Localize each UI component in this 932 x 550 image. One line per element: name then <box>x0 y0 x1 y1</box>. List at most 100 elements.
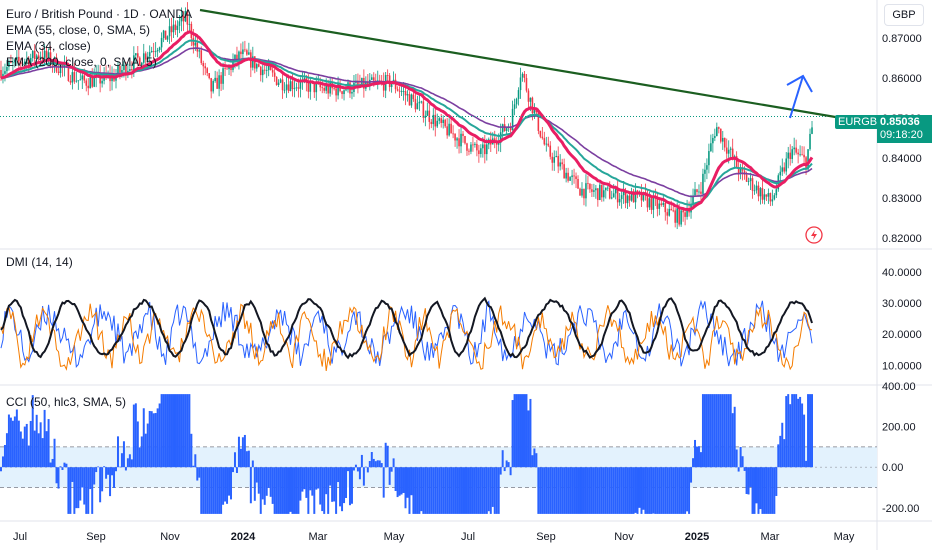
cci-bar <box>311 467 314 496</box>
cci-bar <box>493 467 496 514</box>
candle-body <box>81 75 84 80</box>
cci-bar <box>184 394 187 468</box>
ema34-legend[interactable]: EMA (34, close) <box>6 39 91 53</box>
cci-bar <box>775 467 778 496</box>
candle-body <box>172 24 175 33</box>
cci-bar <box>692 458 695 468</box>
cci-bar <box>565 467 568 514</box>
cci-bar <box>130 459 133 468</box>
cci-bar <box>622 467 625 514</box>
candle-body <box>144 53 147 60</box>
cci-bar <box>719 394 722 468</box>
cci-bar <box>49 462 52 468</box>
symbol-title[interactable]: Euro / British Pound · 1D · OANDA <box>6 7 193 21</box>
cci-bar <box>408 467 411 514</box>
time-axis-label: Mar <box>309 531 328 543</box>
cci-bar <box>436 467 439 514</box>
cci-bar <box>192 465 195 468</box>
candle-body <box>789 152 791 159</box>
candle-body <box>476 143 478 151</box>
candle-body <box>775 189 778 196</box>
cci-bar <box>475 467 478 514</box>
candle-body <box>254 56 256 69</box>
cci-bar <box>612 467 615 514</box>
time-axis-label: Sep <box>86 531 106 543</box>
candle-body <box>77 80 80 82</box>
candle-body <box>682 210 684 213</box>
candle-body <box>35 55 38 60</box>
cci-bar <box>45 431 48 468</box>
cci-bar <box>220 467 223 514</box>
cci-bar <box>418 467 421 514</box>
cci-bar <box>57 467 60 489</box>
candle-body <box>624 190 627 204</box>
ema200-legend[interactable]: EMA (200, close, 0, SMA, 5) <box>6 55 157 69</box>
cci-bar <box>257 467 260 494</box>
candle-body <box>622 190 625 196</box>
candle-body <box>194 42 197 46</box>
cci-bar <box>769 467 772 514</box>
candle-body <box>773 195 776 200</box>
cci-bar <box>29 420 32 468</box>
candle-body <box>648 198 651 208</box>
cci-bar <box>630 467 633 514</box>
candle-body <box>751 178 754 191</box>
candle-body <box>160 37 163 48</box>
cci-bar <box>606 467 609 514</box>
cci-legend[interactable]: CCI (50, hlc3, SMA, 5) <box>6 394 126 410</box>
cci-bar <box>233 452 236 468</box>
dmi-legend[interactable]: DMI (14, 14) <box>6 254 73 270</box>
cci-bar <box>325 467 328 495</box>
cci-bar <box>374 461 377 468</box>
candle-body <box>547 143 550 146</box>
candle-body <box>458 138 460 147</box>
candle-body <box>196 42 199 52</box>
cci-bar <box>190 433 193 468</box>
cci-bar <box>354 464 357 468</box>
cci-bar <box>602 467 605 514</box>
cci-bar <box>515 394 518 468</box>
cci-bar <box>360 454 363 468</box>
time-axis-label: Nov <box>614 531 634 543</box>
candle-body <box>731 148 734 158</box>
cci-bar <box>739 447 742 468</box>
cci-bar <box>809 394 812 468</box>
price-legend: Euro / British Pound · 1D · OANDA EMA (5… <box>6 6 192 70</box>
cci-bar <box>458 467 461 514</box>
candle-body <box>398 90 401 92</box>
cci-bar <box>273 467 276 514</box>
currency-button[interactable]: GBP <box>884 4 924 26</box>
cci-bar <box>269 467 272 497</box>
cci-bar <box>664 467 667 514</box>
lightning-bolt-icon[interactable] <box>805 226 823 244</box>
candle-body <box>2 73 4 78</box>
cci-bar <box>35 414 38 468</box>
cci-bar <box>561 467 564 514</box>
cci-bar <box>652 467 655 514</box>
candle-body <box>505 128 508 131</box>
cci-bar <box>799 396 802 468</box>
candle-body <box>404 91 407 96</box>
ema55-legend[interactable]: EMA (55, close, 0, SMA, 5) <box>6 23 151 37</box>
cci-bar <box>795 394 798 468</box>
axis-tick-label: 0.87000 <box>882 33 922 45</box>
cci-bar <box>717 394 720 468</box>
candle-body <box>529 97 532 102</box>
candle-body <box>523 73 526 78</box>
candle-body <box>541 136 544 139</box>
cci-bar <box>551 467 554 514</box>
candle-body <box>618 199 621 203</box>
cci-bar <box>339 467 342 507</box>
cci-bar <box>33 430 36 468</box>
cci-bar <box>454 467 457 514</box>
candle-body <box>755 185 758 191</box>
cci-legend-label: CCI (50, hlc3, SMA, 5) <box>6 395 127 409</box>
candle-body <box>553 157 556 163</box>
candle-body <box>567 172 569 181</box>
cci-bar <box>731 413 734 468</box>
cci-bar <box>557 467 560 514</box>
candle-body <box>660 203 663 205</box>
axis-tick-label: 0.83000 <box>882 193 922 205</box>
cci-bar <box>208 467 211 514</box>
